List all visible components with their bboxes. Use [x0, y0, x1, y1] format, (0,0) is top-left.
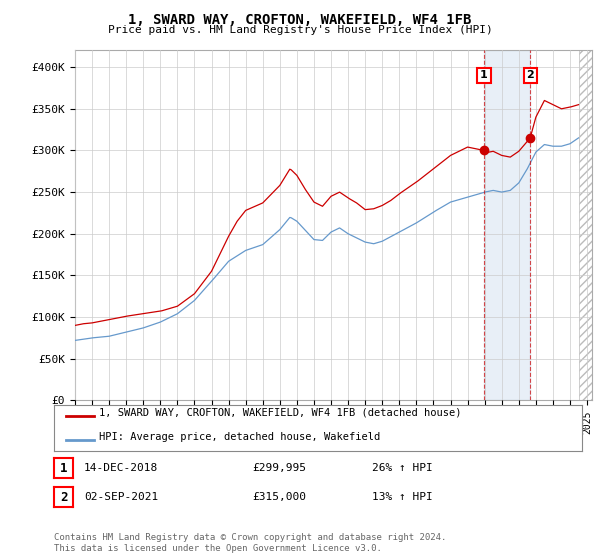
Bar — [578, 50, 592, 400]
Text: £315,000: £315,000 — [252, 492, 306, 502]
Text: 26% ↑ HPI: 26% ↑ HPI — [372, 463, 433, 473]
Text: 1: 1 — [60, 461, 67, 475]
Text: Price paid vs. HM Land Registry's House Price Index (HPI): Price paid vs. HM Land Registry's House … — [107, 25, 493, 35]
Text: 13% ↑ HPI: 13% ↑ HPI — [372, 492, 433, 502]
Text: HPI: Average price, detached house, Wakefield: HPI: Average price, detached house, Wake… — [99, 432, 380, 442]
Text: 02-SEP-2021: 02-SEP-2021 — [84, 492, 158, 502]
Text: 2: 2 — [526, 71, 534, 81]
Bar — [484, 50, 530, 400]
Text: 1, SWARD WAY, CROFTON, WAKEFIELD, WF4 1FB (detached house): 1, SWARD WAY, CROFTON, WAKEFIELD, WF4 1F… — [99, 408, 461, 418]
Text: 1, SWARD WAY, CROFTON, WAKEFIELD, WF4 1FB: 1, SWARD WAY, CROFTON, WAKEFIELD, WF4 1F… — [128, 13, 472, 27]
Bar — [578, 50, 592, 400]
Text: 1: 1 — [480, 71, 488, 81]
Text: 2: 2 — [60, 491, 67, 504]
Text: 14-DEC-2018: 14-DEC-2018 — [84, 463, 158, 473]
Bar — [578, 50, 592, 400]
Text: Contains HM Land Registry data © Crown copyright and database right 2024.
This d: Contains HM Land Registry data © Crown c… — [54, 533, 446, 553]
Text: £299,995: £299,995 — [252, 463, 306, 473]
